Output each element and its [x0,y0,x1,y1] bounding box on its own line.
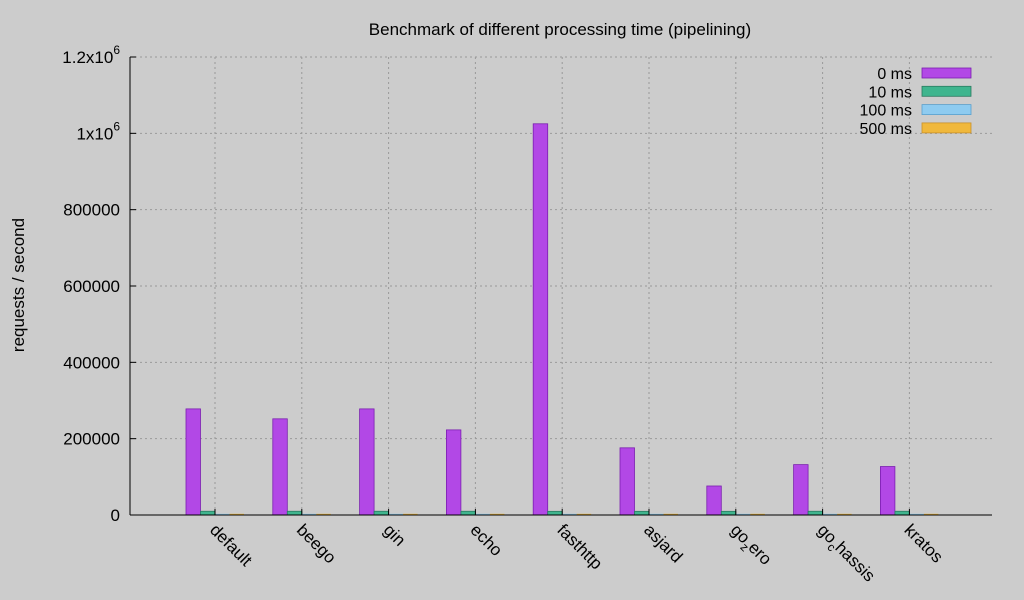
legend-label: 500 ms [860,121,912,138]
chart-title: Benchmark of different processing time (… [369,20,751,39]
bar-100ms-5 [649,513,664,515]
bar-0ms-1 [272,418,288,516]
bar-0ms-8 [880,466,896,516]
y-axis-ticks: 0 200000 400000 600000 800000 1x106 1.2x106 [62,43,136,525]
legend-swatch [921,104,972,115]
bar-500ms-2 [403,513,418,515]
bar-10ms-4 [547,510,563,516]
y-axis-label: requests / second [9,218,28,352]
y-tick-label: 400000 [63,353,120,372]
bar-500ms-0 [229,513,244,515]
bar-100ms-3 [475,513,490,515]
bar-500ms-5 [663,513,678,515]
bar-100ms-4 [562,513,577,515]
bar-0ms-5 [619,447,635,516]
y-tick-label: 800000 [63,201,120,220]
legend-label: 0 ms [877,66,912,83]
bar-10ms-8 [894,510,910,516]
bar-500ms-8 [923,513,939,515]
bar-10ms-7 [807,510,823,516]
bar-0ms-6 [706,485,722,516]
bar-0ms-3 [445,429,462,516]
legend-label: 100 ms [860,103,912,120]
bar-500ms-4 [576,513,592,515]
y-tick-label: 600000 [63,277,120,296]
bar-10ms-6 [720,510,737,516]
grid-lines [130,56,992,515]
x-tick-label: fasthttp [553,520,606,573]
legend-swatch [921,122,972,134]
x-tick-label: kratos [901,520,947,566]
y-tick-label: 0 [111,506,120,525]
y-tick-label: 1.2x106 [62,43,120,67]
x-tick-label: asjard [640,520,686,566]
legend-swatch [921,67,972,79]
x-tick-label: beego [293,520,340,567]
bar-500ms-7 [837,513,852,515]
bar-0ms-7 [793,464,809,516]
legend-swatch [921,85,972,97]
bar-100ms-8 [909,513,924,515]
bar-0ms-2 [359,408,375,516]
x-tick-label: echo [467,520,507,560]
bar-100ms-2 [388,513,404,515]
legend-label: 10 ms [868,84,912,101]
bars [185,123,939,516]
bar-0ms-4 [532,123,549,516]
y-tick-label: 1x106 [76,119,120,143]
bar-500ms-6 [750,513,765,515]
bar-10ms-3 [460,510,476,516]
x-tick-label: gozero [724,520,775,571]
bar-10ms-2 [373,510,390,516]
bar-100ms-0 [215,513,230,515]
x-tick-label: gochassis [811,520,879,588]
bar-10ms-5 [634,510,650,516]
bar-100ms-6 [735,513,751,515]
x-axis-ticks: default beego gin echo fasthttp asjard gozerog… [206,509,947,588]
bar-100ms-7 [822,513,838,515]
y-tick-label: 200000 [63,430,120,449]
x-tick-label: gin [380,520,409,549]
bar-0ms-0 [185,408,201,516]
bar-10ms-0 [200,510,216,516]
bar-500ms-3 [489,513,505,515]
bar-10ms-1 [286,510,303,516]
x-tick-label: default [206,520,256,570]
bar-100ms-1 [301,513,317,515]
bar-500ms-1 [316,513,331,515]
